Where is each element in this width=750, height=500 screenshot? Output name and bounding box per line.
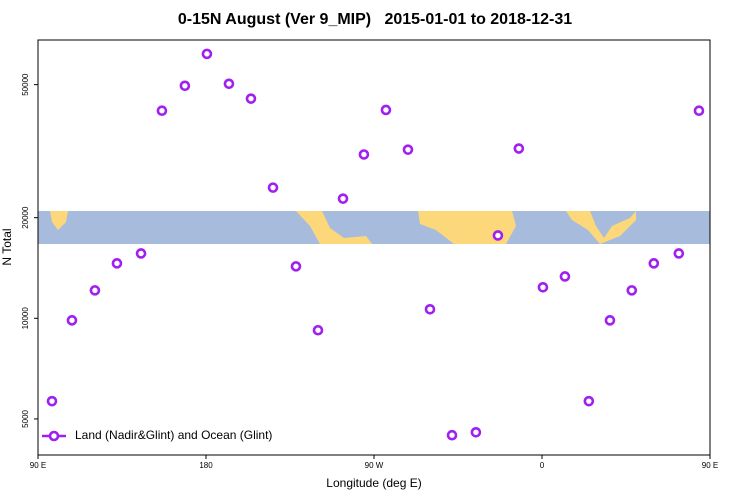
point xyxy=(626,285,638,296)
point xyxy=(693,105,705,117)
point xyxy=(179,80,191,92)
x-tick-label: 90 E xyxy=(702,461,718,470)
point xyxy=(135,248,147,259)
y-axis-label: N Total xyxy=(0,228,14,265)
x-tick-label: 90 W xyxy=(365,461,384,470)
point xyxy=(648,258,660,269)
point xyxy=(267,182,279,193)
y-tick-label: 5000 xyxy=(21,409,30,427)
point xyxy=(201,48,213,60)
x-tick-label: 0 xyxy=(540,461,545,470)
point xyxy=(559,271,571,282)
point xyxy=(380,104,392,116)
point xyxy=(89,285,101,296)
point xyxy=(402,144,414,155)
point xyxy=(513,143,525,154)
map-strip xyxy=(38,211,710,244)
point xyxy=(245,93,257,104)
x-tick-label: 180 xyxy=(199,461,213,470)
legend-marker xyxy=(48,430,60,442)
point xyxy=(604,315,616,326)
point xyxy=(492,230,504,241)
point xyxy=(358,149,370,160)
point xyxy=(537,282,549,293)
legend-label: Land (Nadir&Glint) and Ocean (Glint) xyxy=(75,428,272,442)
x-tick-label: 90 E xyxy=(30,461,46,470)
chart-title: 0-15N August (Ver 9_MIP) 2015-01-01 to 2… xyxy=(178,11,572,28)
point xyxy=(66,315,78,326)
point xyxy=(673,248,685,259)
point xyxy=(470,427,482,438)
point xyxy=(290,261,302,272)
point xyxy=(337,193,349,204)
point xyxy=(312,324,324,336)
point xyxy=(223,78,235,90)
point xyxy=(583,395,595,407)
point xyxy=(446,429,458,441)
x-axis-label: Longitude (deg E) xyxy=(326,476,421,490)
point xyxy=(424,303,436,315)
point xyxy=(111,258,123,269)
plot-frame xyxy=(37,39,711,456)
point xyxy=(46,395,58,407)
y-tick-label: 10000 xyxy=(21,307,30,330)
y-tick-label: 20000 xyxy=(21,206,30,229)
y-tick-label: 50000 xyxy=(21,73,30,96)
point xyxy=(156,105,168,117)
